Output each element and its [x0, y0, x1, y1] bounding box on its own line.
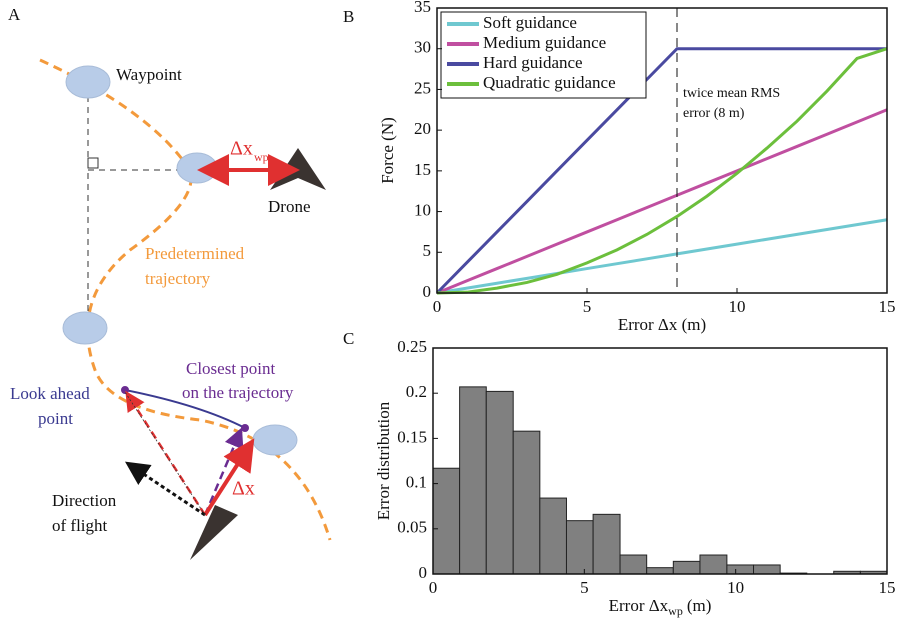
- annotation: twice mean RMS: [683, 86, 780, 101]
- label: point: [38, 409, 73, 428]
- point: [121, 386, 129, 394]
- panel-label: C: [343, 329, 354, 348]
- line: [435, 47, 887, 295]
- y-axis-label: Force (N): [378, 117, 397, 184]
- bar: [619, 554, 648, 575]
- right-angle: [87, 157, 99, 169]
- y-tick-label: 35: [414, 0, 431, 16]
- label: Drone: [268, 197, 310, 216]
- y-tick-label: 15: [414, 160, 431, 179]
- y-tick-label: 0: [423, 282, 432, 301]
- arrow: [125, 390, 207, 516]
- line: [436, 108, 888, 295]
- x-axis-label: Error Δxwp (m): [609, 596, 712, 618]
- trajectory: [39, 58, 332, 541]
- label: Δx: [232, 478, 255, 500]
- label: Direction: [52, 491, 117, 510]
- arrow: [203, 427, 244, 516]
- x-axis-label-sub: wp: [668, 604, 683, 618]
- bar: [672, 560, 701, 575]
- x-tick-label: 5: [580, 578, 589, 597]
- label: on the trajectory: [182, 383, 294, 402]
- line: [436, 47, 888, 295]
- annotation: error (8 m): [683, 106, 745, 121]
- bar: [539, 497, 567, 575]
- y-tick-label: 10: [414, 200, 431, 219]
- y-tick-label: 0.2: [406, 382, 427, 401]
- bar: [485, 390, 514, 575]
- y-tick-label: 0.25: [397, 337, 427, 356]
- y-tick-label: 30: [414, 38, 431, 57]
- bar: [459, 386, 487, 575]
- line: [436, 218, 888, 295]
- label: of flight: [52, 516, 108, 535]
- x-tick-label: 15: [879, 297, 896, 316]
- guide: [124, 391, 206, 516]
- bar: [646, 567, 674, 575]
- bar: [512, 430, 541, 575]
- x-axis-label: Error Δx (m): [618, 315, 706, 334]
- label: Waypoint: [116, 65, 182, 84]
- y-tick-label: 0.1: [406, 473, 427, 492]
- drone: [190, 505, 238, 560]
- bar: [726, 564, 755, 575]
- arrow: [125, 461, 206, 517]
- legend-label: Medium guidance: [483, 33, 606, 52]
- plot-frame: [432, 347, 888, 575]
- panel-label: A: [8, 5, 21, 24]
- x-axis-label-unit: (m): [687, 596, 712, 615]
- y-tick-label: 25: [414, 78, 431, 97]
- x-tick-label: 15: [879, 578, 896, 597]
- legend-label: Soft guidance: [483, 13, 577, 32]
- label: Predetermined: [145, 244, 245, 263]
- point: [241, 424, 249, 432]
- plot-frame: [436, 7, 888, 294]
- y-axis-label: Error distribution: [374, 401, 393, 520]
- label: Closest point: [186, 359, 276, 378]
- x-tick-label: 5: [583, 297, 592, 316]
- label: trajectory: [145, 269, 211, 288]
- bar: [699, 554, 728, 575]
- panel-label: B: [343, 7, 354, 26]
- x-axis-label-text: Error Δx (m): [618, 315, 706, 334]
- bar: [753, 564, 781, 575]
- diagram: A Waypoint Δx wp Drone Predetermined tra…: [8, 5, 332, 560]
- x-axis-label-text: Error Δx: [609, 596, 669, 615]
- x-tick-label: 0: [433, 297, 442, 316]
- x-tick-label: 10: [727, 578, 744, 597]
- y-tick-label: 20: [414, 119, 431, 138]
- bar: [565, 520, 594, 575]
- label: Look ahead: [10, 384, 90, 403]
- x-tick-label: 0: [429, 578, 438, 597]
- label: wp: [254, 150, 269, 164]
- x-tick-label: 10: [729, 297, 746, 316]
- arrow: [203, 438, 255, 517]
- label: Δx: [230, 138, 253, 160]
- y-tick-label: 0: [419, 563, 428, 582]
- y-tick-label: 0.05: [397, 518, 427, 537]
- y-tick-label: 5: [423, 241, 432, 260]
- bar: [592, 513, 621, 575]
- legend-label: Hard guidance: [483, 53, 583, 72]
- legend-label: Quadratic guidance: [483, 73, 616, 92]
- y-tick-label: 0.15: [397, 427, 427, 446]
